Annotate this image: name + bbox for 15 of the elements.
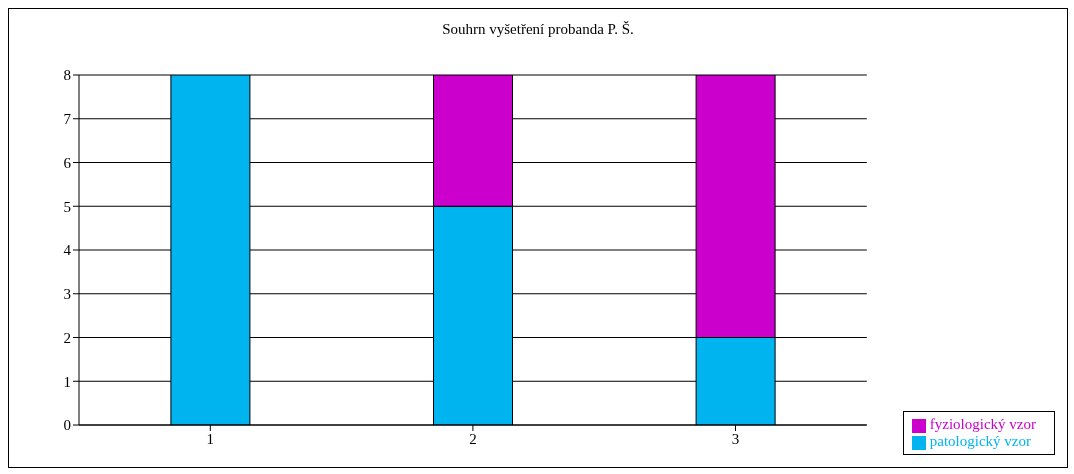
y-tick-label: 7 <box>63 111 72 128</box>
x-tick-label: 1 <box>206 430 215 447</box>
chart-title: Souhrn vyšetření probanda P. Š. <box>441 20 635 39</box>
legend-label: patologický vzor <box>929 433 1032 449</box>
y-tick-label: 3 <box>63 286 71 303</box>
legend-label: fyziologický vzor <box>929 416 1036 432</box>
y-tick-label: 6 <box>63 154 72 171</box>
y-tick-label: 8 <box>63 67 71 84</box>
y-tick-label: 0 <box>63 417 71 434</box>
x-tick-label: 2 <box>469 430 477 447</box>
y-tick-label: 4 <box>63 242 72 259</box>
y-tick-label: 1 <box>63 373 71 390</box>
y-tick-label: 5 <box>63 198 71 215</box>
y-tick-label: 2 <box>63 329 71 346</box>
x-tick-label: 3 <box>731 430 740 447</box>
